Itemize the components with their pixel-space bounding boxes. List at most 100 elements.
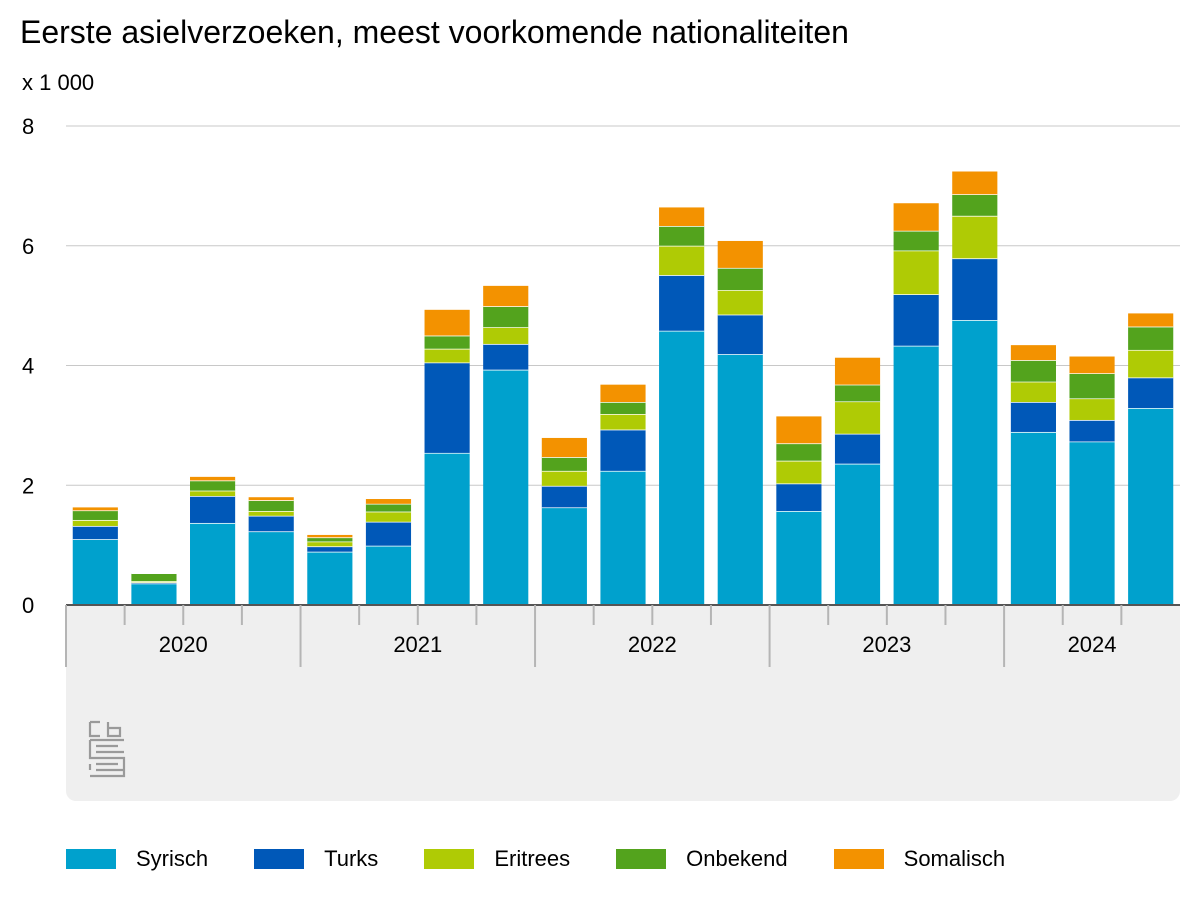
bar-segment-syrisch [307,551,353,605]
bar-segment-somalisch [424,309,470,336]
bar-segment-onbekend [776,443,822,461]
legend-swatch [616,849,667,869]
bar-segment-syrisch [834,463,881,605]
bar-stack [952,171,998,605]
x-year-label: 2022 [628,632,677,657]
y-tick-label: 4 [22,354,34,379]
bar-segment-onbekend [72,510,118,520]
bar-segment-eritrees [365,511,412,522]
legend-item-syrisch[interactable]: Syrisch [66,846,208,872]
legend-label: Somalisch [903,846,1006,871]
bar-segment-syrisch [893,345,939,605]
bar-stack [893,203,939,605]
y-tick-label: 0 [22,593,34,618]
bar-segment-onbekend [541,457,587,471]
bar-stack [600,384,646,605]
bar-segment-eritrees [659,245,705,276]
legend-label: Syrisch [136,846,209,871]
x-axis-panel-top-fill [66,605,1180,625]
bar-segment-eritrees [893,250,939,295]
bar-segment-turks [659,275,705,331]
x-year-label: 2024 [1068,632,1117,657]
bar-segment-somalisch [834,357,881,385]
bar-segment-eritrees [717,290,763,315]
legend-swatch [66,849,116,869]
bar-segment-somalisch [248,497,294,501]
bar-segment-turks [1128,377,1174,409]
y-tick-label: 6 [22,234,34,259]
bar-segment-syrisch [483,369,529,605]
x-year-label: 2021 [393,632,442,657]
bar-stack [541,437,587,605]
legend-swatch [424,849,475,869]
bar-segment-turks [483,343,529,370]
bar-segment-eritrees [72,519,118,526]
legend-swatch [254,849,305,869]
bar-segment-turks [365,521,412,546]
bar-segment-onbekend [307,537,353,542]
bar-segment-somalisch [541,437,587,458]
bar-segment-syrisch [776,510,822,605]
bar-segment-eritrees [483,327,529,344]
bar-stack [307,534,353,605]
y-axis-unit-label: x 1 000 [22,70,95,95]
axes: 2020 2021 2022 2023 2024 [65,604,1180,667]
bar-segment-somalisch [893,203,939,231]
bar-segment-onbekend [424,335,470,349]
legend-item-somalisch[interactable]: Somalisch [833,846,1006,872]
bar-segment-eritrees [776,460,822,484]
bar-segment-syrisch [131,583,177,605]
cbs-logo-icon [88,720,126,778]
bar-segment-onbekend [600,402,646,414]
legend-label: Onbekend [686,846,788,871]
legend-label: Eritrees [494,846,571,871]
bar-segment-syrisch [717,354,763,605]
bar-segment-turks [1010,402,1056,432]
bar-stack [424,309,470,605]
bar-segment-turks [893,294,939,346]
bar-segment-syrisch [659,330,705,605]
bar-segment-eritrees [1128,349,1174,378]
bar-segment-turks [541,485,587,508]
bar-segment-syrisch [541,507,587,605]
legend: Syrisch Turks Eritrees Onbekend Somalisch [66,846,1051,872]
legend-item-eritrees[interactable]: Eritrees [424,846,570,872]
bar-segment-somalisch [1128,313,1174,327]
bar-stack [776,416,822,605]
bar-segment-somalisch [659,207,705,226]
bar-segment-somalisch [307,534,353,538]
bar-segment-somalisch [72,507,118,511]
chart-title: Eerste asielverzoeken, meest voorkomende… [20,14,849,50]
bar-segment-syrisch [365,545,412,605]
legend-item-turks[interactable]: Turks [254,846,378,872]
bar-segment-onbekend [952,194,998,216]
legend-label: Turks [324,846,379,871]
bar-segment-eritrees [190,490,236,497]
bar-stack [1069,356,1115,605]
bar-segment-syrisch [1069,441,1115,605]
bar-segment-eritrees [307,541,353,547]
bar-segment-somalisch [1069,356,1115,374]
bar-stack [834,357,881,605]
bar-segment-onbekend [717,267,763,291]
bar-segment-turks [834,433,881,464]
bar-segment-onbekend [365,503,412,512]
bar-segment-syrisch [600,470,646,605]
bar-segment-turks [190,496,236,523]
legend-item-onbekend[interactable]: Onbekend [616,846,788,872]
bar-stack [1128,313,1174,605]
bar-segment-eritrees [1069,398,1115,420]
bar-segment-eritrees [541,470,587,486]
bar-segment-turks [952,258,998,320]
bar-segment-turks [776,483,822,511]
bar-stack [659,207,705,605]
bars [72,171,1174,605]
bar-segment-syrisch [190,522,236,605]
bar-segment-turks [72,525,118,540]
bar-stack [365,499,412,605]
bar-segment-onbekend [659,225,705,246]
bar-segment-somalisch [717,240,763,268]
bar-segment-turks [600,429,646,471]
x-year-label: 2020 [159,632,208,657]
bar-segment-turks [248,515,294,532]
